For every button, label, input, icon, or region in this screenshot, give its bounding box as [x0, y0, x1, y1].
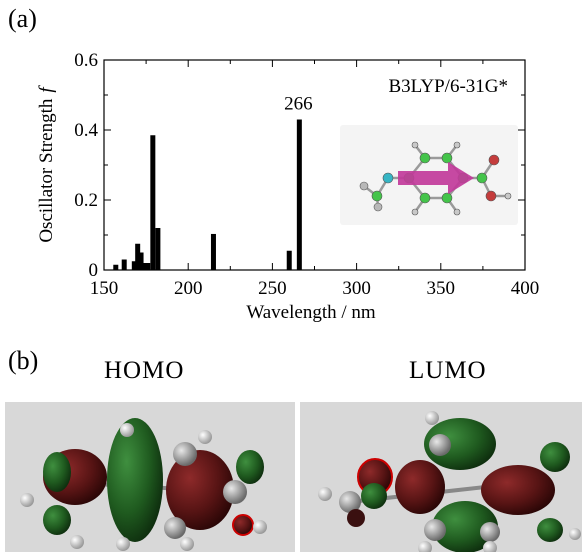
y-axis-label-text: Oscillator Strength — [36, 98, 57, 243]
x-axis-label: Wavelength / nm — [246, 302, 376, 323]
inset-atom — [476, 172, 488, 184]
atom — [173, 442, 197, 466]
y-axis-label: Oscillator Strength f — [36, 85, 57, 243]
molecule-inset — [340, 125, 518, 225]
inset-atom — [373, 202, 383, 212]
x-tick-label: 400 — [511, 278, 540, 299]
orbital-lobe — [432, 501, 498, 552]
orbital-lobe — [540, 442, 570, 472]
atom — [253, 520, 267, 534]
atom — [164, 517, 186, 539]
inset-atom — [453, 141, 461, 149]
x-tick-label: 200 — [174, 278, 203, 299]
inset-atom — [411, 208, 419, 216]
atom — [232, 514, 254, 536]
y-axis-label-symbol: f — [36, 85, 57, 93]
method-label: B3LYP/6-31G* — [389, 76, 509, 97]
atom — [569, 528, 581, 540]
orbital-lobe — [424, 418, 496, 470]
peak-label: 266 — [284, 94, 313, 115]
atom — [483, 541, 497, 552]
panel-a-label: (a) — [8, 4, 37, 33]
orbital-lobe — [395, 460, 445, 514]
spectrum-bar — [135, 243, 141, 270]
inset-atom — [382, 172, 394, 184]
atom — [339, 491, 361, 513]
x-tick-label: 250 — [258, 278, 287, 299]
orbital-lobe — [43, 452, 71, 492]
spectrum-bar — [155, 228, 161, 270]
atom — [318, 487, 332, 501]
inset-atom — [488, 154, 500, 166]
inset-atom — [504, 192, 512, 200]
atom — [418, 541, 432, 552]
orbital-lobe — [236, 450, 264, 484]
atom — [116, 537, 130, 551]
y-tick-label: 0 — [89, 260, 99, 281]
x-tick-label: 300 — [342, 278, 371, 299]
atom — [198, 430, 212, 444]
atom — [120, 423, 134, 437]
spectrum-bar — [296, 119, 302, 270]
oscillator-strength-chart: 150 200 250 300 350 400 0 0.2 0.4 0.6 B3LYP/6-31G… — [36, 50, 540, 323]
atom — [425, 411, 439, 425]
inset-atom — [441, 192, 453, 204]
atom — [429, 434, 451, 456]
orbital-lobe — [166, 450, 234, 530]
spectrum-bar — [141, 263, 147, 270]
panel-b-label: (b) — [8, 346, 39, 375]
homo-title: HOMO — [104, 357, 185, 384]
atom — [180, 537, 194, 551]
spectrum-bar — [138, 252, 144, 270]
y-tick-label: 0.4 — [74, 120, 98, 141]
inset-atom — [359, 181, 369, 191]
atom — [70, 535, 84, 549]
spectrum-bar — [210, 233, 216, 270]
spectrum-bar — [113, 264, 119, 270]
atom — [347, 509, 365, 527]
orbital-lobe — [481, 465, 555, 515]
inset-atom — [419, 192, 431, 204]
spectrum-bar — [286, 250, 292, 270]
inset-atom — [419, 152, 431, 164]
x-tick-label: 150 — [90, 278, 119, 299]
orbital-lobe — [43, 505, 71, 535]
inset-atom — [441, 152, 453, 164]
transition-dipole-arrow — [398, 162, 474, 194]
spectrum-bar — [121, 259, 127, 270]
inset-atom — [485, 190, 497, 202]
atom — [20, 493, 34, 507]
y-tick-label: 0.2 — [74, 190, 98, 211]
orbital-lobe — [107, 418, 163, 542]
atom — [424, 519, 446, 541]
atom — [480, 522, 500, 542]
spectrum-bar — [145, 263, 151, 270]
inset-atom — [453, 208, 461, 216]
orbital-lobe — [537, 518, 563, 542]
y-tick-label: 0.6 — [74, 50, 98, 71]
homo-orbital-image — [5, 402, 295, 552]
spectrum-bar — [150, 135, 156, 270]
lumo-title: LUMO — [409, 357, 487, 384]
inset-atom — [371, 190, 383, 202]
atom — [223, 480, 247, 504]
inset-atom — [411, 141, 419, 149]
spectrum-bar — [131, 261, 137, 270]
lumo-orbital-image — [300, 402, 582, 552]
x-tick-label: 350 — [427, 278, 456, 299]
orbital-lobe — [361, 483, 387, 509]
